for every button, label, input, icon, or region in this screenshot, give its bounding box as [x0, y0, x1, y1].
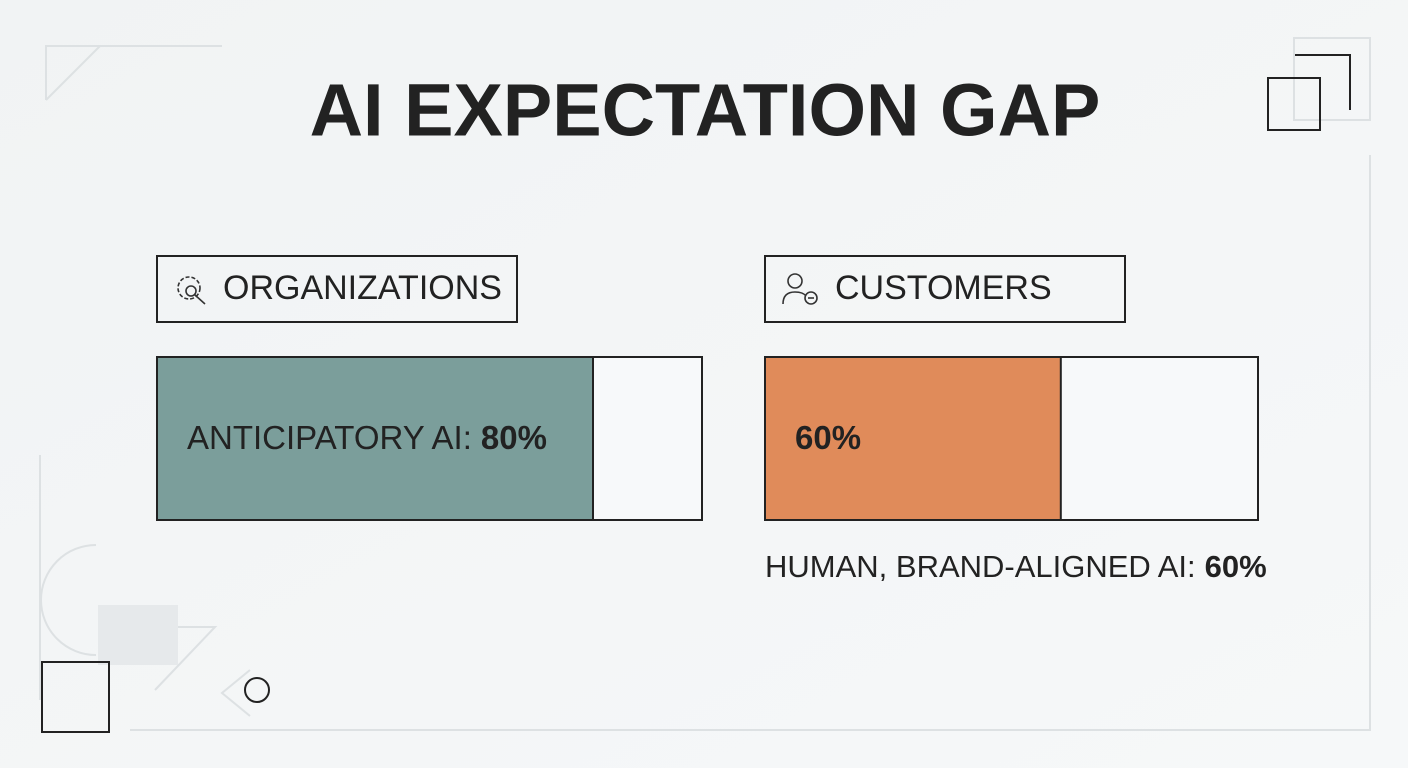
- label-box: [156, 255, 518, 323]
- panel-label: ORGANIZATIONS: [223, 269, 502, 307]
- caption: HUMAN, BRAND-ALIGNED AI: 60%: [765, 549, 1267, 584]
- chevron: [220, 669, 251, 717]
- deco-circle: [244, 677, 270, 703]
- deco-square: [41, 661, 110, 733]
- panel-label: CUSTOMERS: [835, 269, 1052, 307]
- frame-line: [130, 155, 1371, 731]
- deco-corner: [1295, 54, 1351, 110]
- corner-diagonal: [45, 45, 101, 101]
- bar: [156, 356, 594, 521]
- customers-icon: [782, 273, 818, 305]
- category-label: ANTICIPATORY AI:: [187, 419, 472, 456]
- title: AI EXPECTATION GAP: [310, 69, 1101, 152]
- value-label: 60%: [795, 419, 861, 456]
- bar: [764, 356, 1062, 521]
- corner-line: [45, 45, 222, 100]
- deco-square: [1267, 77, 1321, 131]
- deco-block: [98, 605, 178, 665]
- organizations-icon: [177, 276, 206, 305]
- bar-text: 60%: [795, 419, 861, 456]
- value-label: 60%: [1205, 549, 1267, 584]
- category-label: HUMAN, BRAND-ALIGNED AI:: [765, 549, 1196, 584]
- value-label: 80%: [481, 419, 547, 456]
- label-box: [764, 255, 1126, 323]
- bar-text: ANTICIPATORY AI: 80%: [187, 419, 547, 456]
